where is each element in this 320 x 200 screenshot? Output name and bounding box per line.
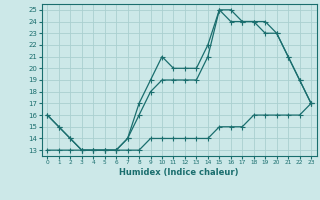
X-axis label: Humidex (Indice chaleur): Humidex (Indice chaleur) [119,168,239,177]
